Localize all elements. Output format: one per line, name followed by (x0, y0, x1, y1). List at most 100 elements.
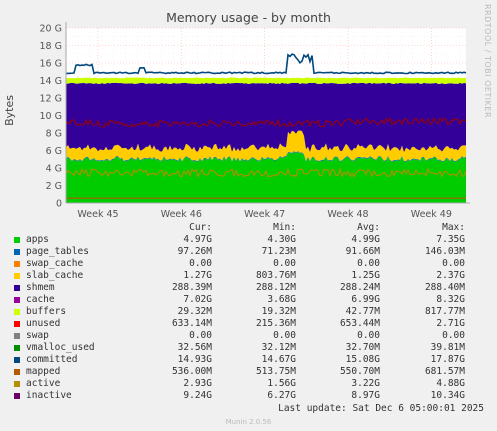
legend-swatch (14, 309, 20, 315)
legend-row-inactive: inactive 9.24G 6.27G 8.97G 10.34G (12, 390, 492, 402)
legend-swatch (14, 297, 20, 303)
legend-cur: 0.00 (189, 258, 212, 269)
legend-avg: 550.70M (339, 366, 380, 377)
y-tick-label: 6 G (46, 146, 62, 157)
rrdtool-credit: RRDTOOL / TOBI OETIKER (483, 4, 492, 119)
legend-cur: 97.26M (177, 246, 212, 257)
legend-name: active (26, 378, 61, 389)
legend-max: 2.71G (436, 318, 465, 329)
legend-max: 288.40M (424, 282, 465, 293)
legend-min: 288.12M (255, 282, 296, 293)
legend-swatch (14, 369, 20, 375)
legend-name: vmalloc_used (26, 342, 95, 353)
legend-name: buffers (26, 306, 67, 317)
legend-avg: 4.99G (351, 234, 380, 245)
legend-swatch (14, 273, 20, 279)
legend-cur: 536.00M (171, 366, 212, 377)
legend-max: 2.37G (436, 270, 465, 281)
header-max: Max: (442, 222, 465, 233)
legend-max: 146.03M (424, 246, 465, 257)
series-lines (65, 53, 467, 199)
legend-row-page-tables: page_tables 97.26M 71.23M 91.66M 146.03M (12, 246, 492, 258)
legend-name: page_tables (26, 246, 89, 257)
header-cur: Cur: (189, 222, 212, 233)
x-tick-label: Week 49 (411, 209, 452, 220)
apps-area (66, 151, 466, 203)
legend-row-apps: apps 4.97G 4.30G 4.99G 7.35G (12, 234, 492, 246)
committed-line (65, 53, 467, 75)
legend-cur: 2.93G (183, 378, 212, 389)
legend-rows: apps 4.97G 4.30G 4.99G 7.35G page_tables 97.26… (12, 234, 492, 402)
legend-avg: 32.70M (345, 342, 380, 353)
chart-plot: 0 2 G 4 G 6 G 8 G 10 G 12 G 14 G 16 G 18 G 20 G We… (40, 22, 470, 220)
inactive-line (65, 116, 467, 129)
y-tick-label: 14 G (40, 76, 62, 87)
legend-cur: 9.24G (183, 390, 212, 401)
legend-row-vmalloc-used: vmalloc_used 32.56M 32.12M 32.70M 39.81M (12, 342, 492, 354)
legend-cur: 29.32M (177, 306, 212, 317)
legend-swatch (14, 381, 20, 387)
legend-swatch (14, 237, 20, 243)
header-min: Min: (273, 222, 296, 233)
legend-min: 4.30G (267, 234, 296, 245)
legend-name: cache (26, 294, 55, 305)
chart-title: Memory usage - by month (166, 10, 331, 25)
cache-area (66, 82, 466, 153)
legend-row-slab-cache: slab_cache 1.27G 803.76M 1.25G 2.37G (12, 270, 492, 282)
legend-max: 817.77M (424, 306, 465, 317)
x-tick-label: Week 45 (77, 209, 118, 220)
legend-swatch (14, 357, 20, 363)
legend-row-cache: cache 7.02G 3.68G 6.99G 8.32G (12, 294, 492, 306)
legend-row-swap-cache: swap_cache 0.00 0.00 0.00 0.00 (12, 258, 492, 270)
x-tick-label: Week 47 (244, 209, 285, 220)
legend-name: inactive (26, 390, 72, 401)
legend-row-committed: committed 14.93G 14.67G 15.08G 17.87G (12, 354, 492, 366)
legend-min: 14.67G (261, 354, 296, 365)
legend-name: mapped (26, 366, 61, 377)
legend-avg: 0.00 (357, 330, 380, 341)
legend-name: shmem (26, 282, 55, 293)
active-line (65, 167, 467, 179)
y-tick-label: 4 G (46, 164, 62, 175)
legend-name: swap (26, 330, 49, 341)
legend-max: 0.00 (442, 330, 465, 341)
legend-avg: 15.08G (345, 354, 380, 365)
x-tick-label: Week 46 (161, 209, 202, 220)
legend-row-swap: swap 0.00 0.00 0.00 0.00 (12, 330, 492, 342)
legend-avg: 0.00 (357, 258, 380, 269)
legend-min: 0.00 (273, 258, 296, 269)
y-tick-label: 18 G (40, 41, 62, 52)
legend-max: 681.57M (424, 366, 465, 377)
legend-min: 803.76M (255, 270, 296, 281)
unused-area (66, 77, 466, 84)
legend-cur: 7.02G (183, 294, 212, 305)
legend-swatch (14, 393, 20, 399)
legend-min: 6.27G (267, 390, 296, 401)
legend-swatch (14, 261, 20, 267)
legend-row-shmem: shmem 288.39M 288.12M 288.24M 288.40M (12, 282, 492, 294)
header-avg: Avg: (357, 222, 380, 233)
y-axis: 0 2 G 4 G 6 G 8 G 10 G 12 G 14 G 16 G 18 G 20 G (40, 22, 67, 210)
legend-swatch (14, 249, 20, 255)
legend-avg: 42.77M (345, 306, 380, 317)
legend-name: unused (26, 318, 61, 329)
munin-version: Munin 2.0.56 (225, 418, 272, 426)
legend-avg: 3.22G (351, 378, 380, 389)
legend-row-unused: unused 633.14M 215.36M 653.44M 2.71G (12, 318, 492, 330)
legend-row-buffers: buffers 29.32M 19.32M 42.77M 817.77M (12, 306, 492, 318)
x-tick-label: Week 48 (327, 209, 368, 220)
legend-name: swap_cache (26, 258, 84, 269)
legend-row-active: active 2.93G 1.56G 3.22G 4.88G (12, 378, 492, 390)
legend-max: 17.87G (430, 354, 465, 365)
legend: Cur: Min: Avg: Max: apps 4.97G 4.30G 4.99G 7… (12, 222, 492, 402)
legend-min: 71.23M (261, 246, 296, 257)
legend-name: apps (26, 234, 49, 245)
y-tick-label: 0 (56, 199, 62, 210)
legend-cur: 633.14M (171, 318, 212, 329)
page-tables-area (66, 151, 466, 162)
legend-avg: 8.97G (351, 390, 380, 401)
legend-avg: 1.25G (351, 270, 380, 281)
legend-max: 4.88G (436, 378, 465, 389)
slab-cache-area (66, 130, 466, 162)
